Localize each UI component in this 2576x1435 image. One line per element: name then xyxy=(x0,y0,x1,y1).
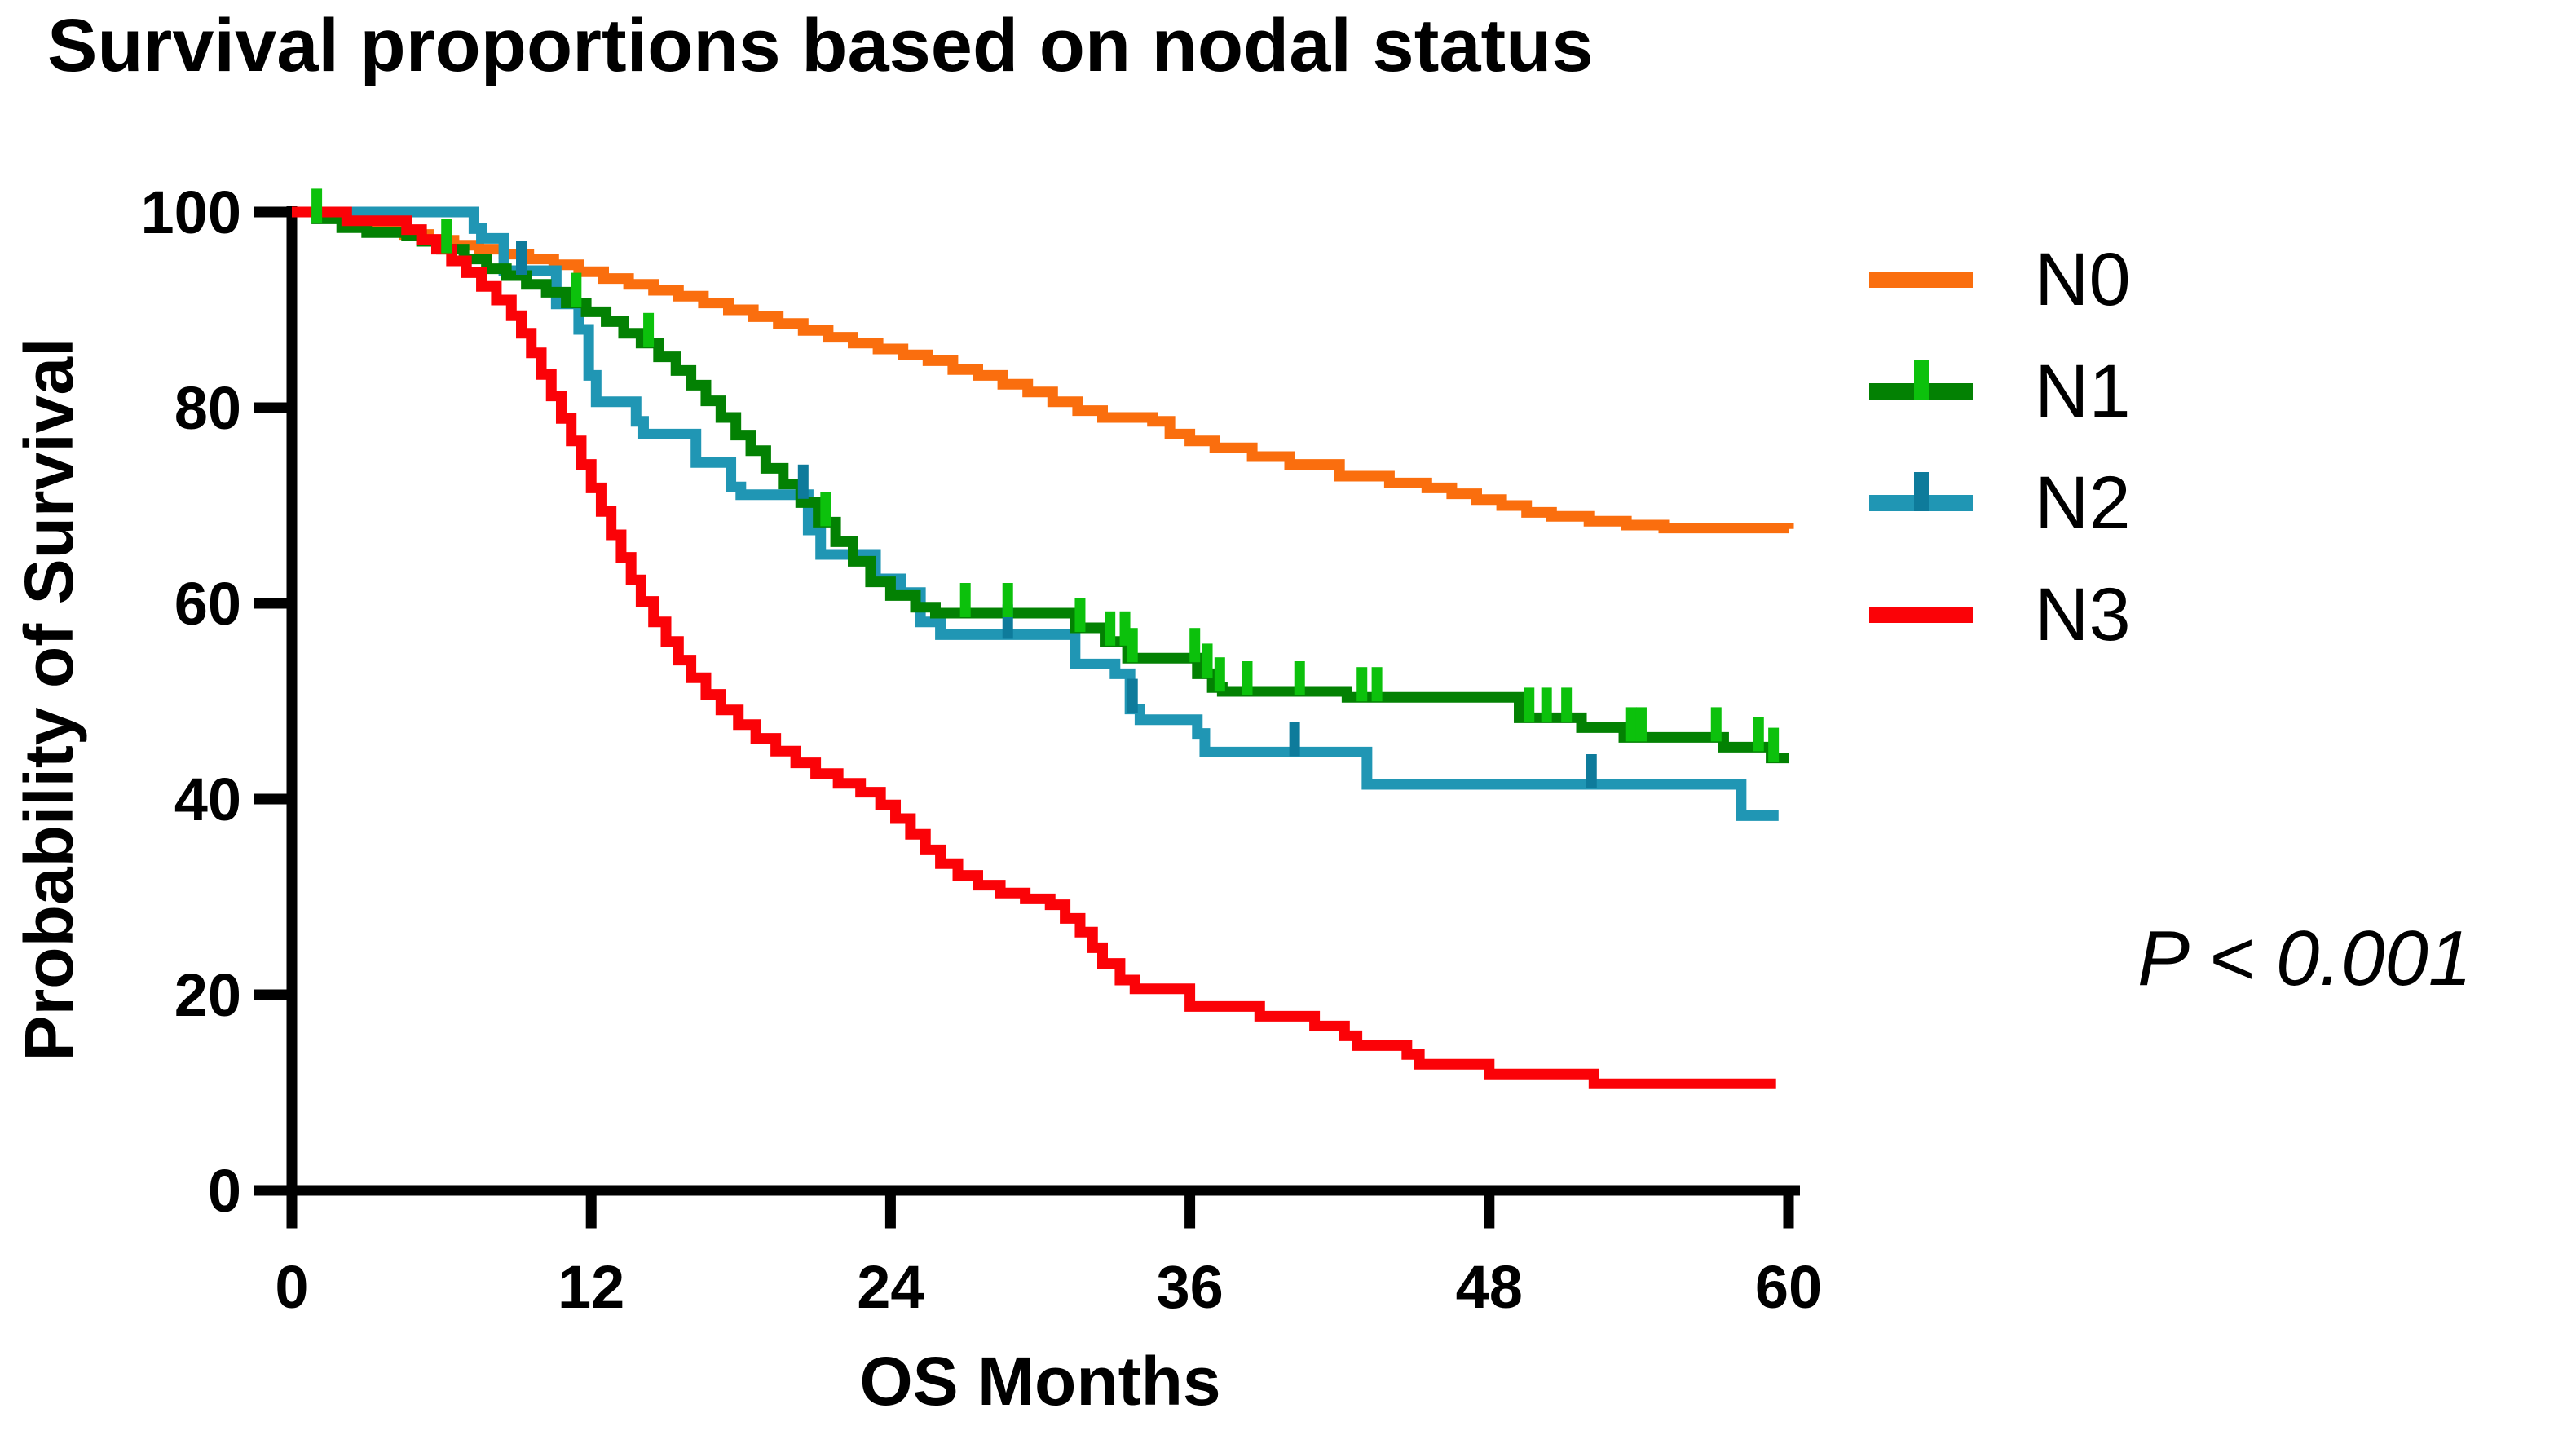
censor-tick-N2 xyxy=(1127,678,1138,713)
censor-tick-N1 xyxy=(1002,583,1013,617)
censor-tick-N2 xyxy=(1586,754,1597,788)
y-tick xyxy=(254,989,287,1000)
censor-tick-N1 xyxy=(1074,598,1086,632)
x-tick-label: 24 xyxy=(857,1253,924,1321)
y-tick-label: 80 xyxy=(174,374,241,442)
y-tick-label: 20 xyxy=(174,961,241,1029)
x-tick xyxy=(1484,1195,1495,1229)
x-axis-spine xyxy=(286,1185,1800,1196)
legend-swatch-n1 xyxy=(1869,360,1973,400)
y-tick-label: 60 xyxy=(174,570,241,638)
x-tick-label: 12 xyxy=(558,1253,624,1321)
survival-curve-N1 xyxy=(292,206,1789,764)
legend-item-n2: N2 xyxy=(1869,447,2131,559)
censor-tick-N1 xyxy=(571,272,582,307)
legend: N0 N1 N2 N3 xyxy=(1869,223,2131,670)
y-tick-label: 100 xyxy=(141,179,241,246)
y-tick xyxy=(254,206,287,218)
censor-tick-N1 xyxy=(1189,628,1201,663)
x-tick xyxy=(1184,1195,1196,1229)
censor-tick-N1 xyxy=(1214,657,1225,692)
censor-tick-N2 xyxy=(516,241,527,275)
censor-tick-N1 xyxy=(1710,707,1722,742)
legend-swatch-n3 xyxy=(1869,606,1973,623)
censor-tick-N1 xyxy=(1524,687,1535,722)
censor-tick-N1 xyxy=(441,219,452,254)
censor-tick-N1 xyxy=(1105,611,1116,646)
legend-censor-tick xyxy=(1913,471,1929,511)
censor-tick-N1 xyxy=(820,492,831,527)
censor-tick-N1 xyxy=(311,188,323,223)
censor-tick-N1 xyxy=(1635,707,1647,742)
censor-tick-N2 xyxy=(797,464,809,499)
censor-tick-N1 xyxy=(959,583,971,617)
censor-tick-N1 xyxy=(1127,628,1138,663)
p-value-annotation: P < 0.001 xyxy=(2137,915,2472,1002)
x-tick xyxy=(1783,1195,1794,1229)
y-axis-spine xyxy=(286,206,298,1216)
censor-tick-N1 xyxy=(1541,687,1552,722)
legend-label: N2 xyxy=(2035,461,2131,545)
x-tick xyxy=(884,1195,896,1229)
legend-swatch-n2 xyxy=(1869,471,1973,511)
censor-tick-N1 xyxy=(1356,667,1368,702)
legend-item-n1: N1 xyxy=(1869,335,2131,447)
censor-tick-N1 xyxy=(1371,667,1383,702)
y-tick xyxy=(254,793,287,805)
censor-tick-N1 xyxy=(1625,707,1637,742)
censor-tick-N1 xyxy=(1202,643,1213,678)
x-tick-label: 60 xyxy=(1755,1253,1822,1321)
legend-label: N1 xyxy=(2035,349,2131,433)
y-tick xyxy=(254,402,287,413)
legend-item-n3: N3 xyxy=(1869,559,2131,670)
censor-tick-N1 xyxy=(643,312,655,347)
y-tick-label: 40 xyxy=(174,766,241,833)
censor-tick-N1 xyxy=(1242,661,1253,695)
censor-tick-N1 xyxy=(1294,661,1305,695)
x-axis-title: OS Months xyxy=(859,1343,1221,1420)
censor-tick-N1 xyxy=(1753,717,1764,752)
y-tick xyxy=(254,1185,287,1196)
censor-tick-N2 xyxy=(1289,722,1300,757)
legend-item-n0: N0 xyxy=(1869,223,2131,335)
censor-tick-N1 xyxy=(1768,727,1780,762)
y-tick xyxy=(254,598,287,609)
legend-label: N0 xyxy=(2035,237,2131,321)
censor-tick-N1 xyxy=(1561,687,1573,722)
y-tick-label: 0 xyxy=(208,1157,241,1225)
x-tick-label: 48 xyxy=(1456,1253,1523,1321)
x-tick-label: 0 xyxy=(275,1253,308,1321)
x-tick xyxy=(286,1195,298,1229)
x-tick xyxy=(585,1195,597,1229)
x-tick-label: 36 xyxy=(1156,1253,1223,1321)
chart-title: Survival proportions based on nodal stat… xyxy=(47,4,1594,87)
legend-swatch-n0 xyxy=(1869,271,1973,288)
legend-label: N3 xyxy=(2035,572,2131,656)
legend-censor-tick xyxy=(1913,360,1929,400)
survival-curve-N3 xyxy=(292,206,1776,1089)
